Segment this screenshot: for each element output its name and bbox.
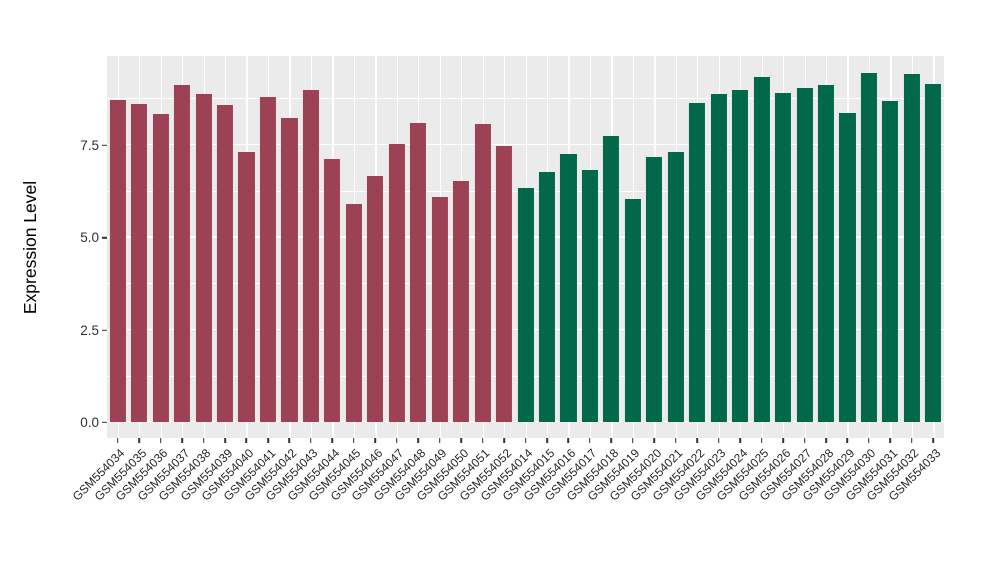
y-tick-label: 5.0 xyxy=(80,230,99,246)
x-tick-mark xyxy=(653,438,656,443)
x-tick-mark xyxy=(116,438,119,443)
bar-GSM554049 xyxy=(431,197,448,423)
bar-GSM554033 xyxy=(925,84,942,423)
bar-GSM554044 xyxy=(324,159,341,423)
bar-GSM554048 xyxy=(410,122,427,423)
x-tick-mark xyxy=(932,438,935,443)
bar-GSM554018 xyxy=(603,136,620,423)
x-tick-mark xyxy=(610,438,613,443)
bar-GSM554038 xyxy=(195,94,212,423)
x-tick-mark xyxy=(524,438,527,443)
x-tick-mark xyxy=(889,438,892,443)
x-tick-mark xyxy=(782,438,784,443)
bar-GSM554025 xyxy=(753,77,770,423)
x-tick-mark xyxy=(331,438,334,443)
bar-GSM554047 xyxy=(388,143,405,423)
bar-GSM554041 xyxy=(259,97,276,423)
bar-GSM554029 xyxy=(839,112,856,423)
x-tick-mark xyxy=(846,438,849,443)
y-tick-mark xyxy=(102,329,107,331)
bar-GSM554043 xyxy=(302,90,319,423)
y-tick-mark xyxy=(102,144,107,147)
bar-GSM554039 xyxy=(216,105,234,423)
x-tick-mark xyxy=(481,438,484,443)
x-tick-mark xyxy=(245,438,248,443)
bar-GSM554052 xyxy=(495,146,513,423)
bar-GSM554036 xyxy=(152,114,169,423)
x-tick-mark xyxy=(739,438,741,443)
y-tick-label: 2.5 xyxy=(80,322,99,338)
bar-GSM554015 xyxy=(538,171,555,423)
x-tick-mark xyxy=(438,438,441,443)
x-tick-mark xyxy=(417,438,419,443)
plot-panel xyxy=(102,56,944,438)
x-tick-mark xyxy=(224,438,226,443)
bar-GSM554014 xyxy=(517,187,534,423)
x-tick-mark xyxy=(567,438,570,443)
x-tick-mark xyxy=(868,438,870,443)
bar-GSM554023 xyxy=(710,94,727,423)
bar-GSM554027 xyxy=(796,87,813,423)
x-tick-mark xyxy=(696,438,698,443)
bar-GSM554034 xyxy=(109,100,126,423)
bar-GSM554024 xyxy=(732,90,749,423)
x-tick-mark xyxy=(589,438,591,443)
y-tick-mark xyxy=(102,236,107,239)
bar-GSM554037 xyxy=(174,85,191,423)
bar-GSM554045 xyxy=(345,203,362,423)
bar-GSM554020 xyxy=(646,156,663,423)
x-tick-mark xyxy=(911,438,913,443)
x-tick-mark xyxy=(181,438,183,443)
x-tick-mark xyxy=(825,438,827,443)
x-tick-mark xyxy=(717,438,720,443)
bar-GSM554050 xyxy=(453,180,470,423)
y-tick-label: 7.5 xyxy=(80,137,99,153)
y-tick-label: 0.0 xyxy=(80,414,99,430)
x-tick-mark xyxy=(288,438,291,443)
x-tick-mark xyxy=(267,438,269,443)
bar-GSM554030 xyxy=(860,73,877,423)
x-tick-mark xyxy=(760,438,763,443)
bar-GSM554021 xyxy=(667,152,684,423)
x-axis-tick-labels: GSM554034 GSM554035 GSM554036 GSM554037 GSM5… xyxy=(70,446,944,566)
x-tick-mark xyxy=(503,438,505,443)
bar-GSM554016 xyxy=(560,153,577,423)
bar-GSM554040 xyxy=(238,151,255,423)
x-tick-mark xyxy=(632,438,634,443)
bar-GSM554035 xyxy=(131,104,148,423)
bar-GSM554017 xyxy=(581,170,598,423)
x-axis-tick-marks xyxy=(107,438,944,444)
x-tick-mark xyxy=(310,438,312,443)
y-axis-tick-labels: 0.0 2.5 5.0 7.5 xyxy=(0,56,99,438)
bar-GSM554028 xyxy=(817,85,834,423)
x-tick-mark xyxy=(395,438,398,443)
x-tick-mark xyxy=(374,438,377,443)
x-tick-mark xyxy=(460,438,462,443)
bar-GSM554019 xyxy=(624,199,641,423)
x-tick-mark xyxy=(202,438,205,443)
bar-GSM554032 xyxy=(903,74,920,423)
x-tick-mark xyxy=(803,438,806,443)
bar-GSM554031 xyxy=(882,101,899,423)
x-tick-mark xyxy=(353,438,355,443)
x-tick-mark xyxy=(546,438,548,443)
bar-GSM554026 xyxy=(774,92,792,423)
x-tick-mark xyxy=(138,438,140,443)
bar-GSM554042 xyxy=(281,117,298,423)
bar-GSM554022 xyxy=(689,102,706,423)
bar-GSM554051 xyxy=(474,124,491,423)
bar-GSM554046 xyxy=(367,176,384,423)
y-tick-mark xyxy=(102,421,107,424)
x-tick-mark xyxy=(674,438,677,443)
x-tick-mark xyxy=(159,438,162,443)
